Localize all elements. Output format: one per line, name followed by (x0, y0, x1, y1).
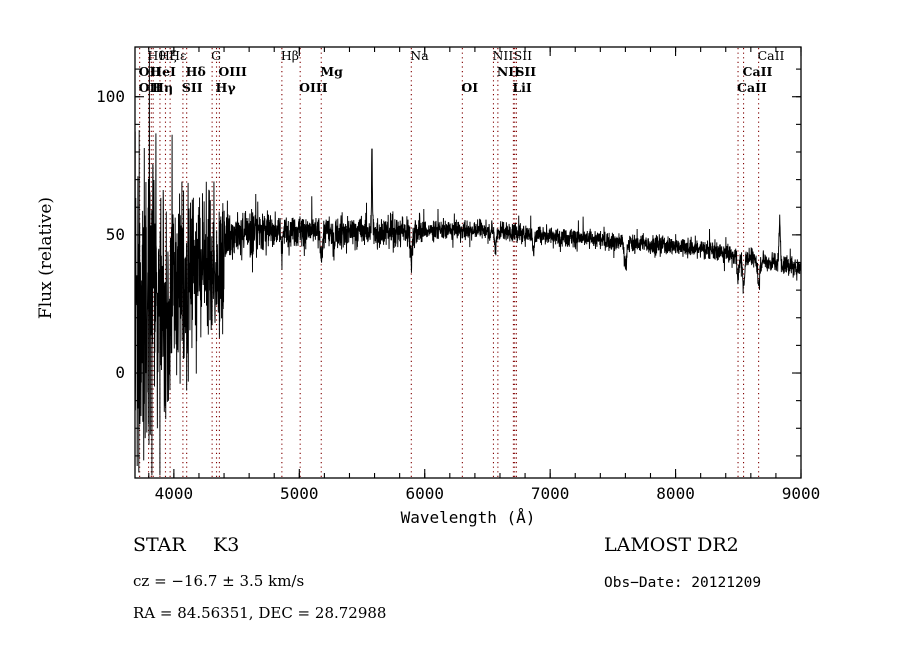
observation-date: Obs−Date: 20121209 (604, 575, 762, 591)
spectrum-trace (134, 52, 802, 476)
y-tick-label: 100 (96, 86, 125, 106)
x-tick-label: 6000 (405, 484, 444, 503)
spectral-line-label: OII (138, 64, 162, 79)
spectral-line-label: NII (496, 64, 520, 79)
spectral-line-label: Hθ (147, 48, 166, 63)
spectral-line-label: Mg (320, 64, 343, 79)
spectral-line-label: Na (410, 48, 429, 63)
spectral-line-label: LiI (512, 80, 532, 95)
plot-frame (134, 46, 802, 479)
spectral-line-label: SII (181, 80, 203, 95)
spectral-line-label: Hη (152, 80, 174, 95)
spectral-line-label: Hγ (215, 80, 236, 95)
spectral-line-label: SII (513, 48, 533, 63)
spectral-line-label: CaII (737, 80, 767, 95)
redshift-velocity: cz = −16.7 ± 3.5 km/s (133, 572, 305, 590)
survey-name: LAMOST DR2 (604, 534, 739, 556)
spectral-line-label: NII (492, 48, 514, 63)
spectral-line-label: G (211, 48, 222, 63)
x-tick-label: 5000 (280, 484, 319, 503)
y-tick-label: 50 (105, 224, 125, 244)
y-axis-label: Flux (relative) (36, 196, 56, 320)
x-tick-label: 9000 (781, 484, 821, 503)
x-tick-label: 8000 (656, 484, 695, 503)
x-axis-label: Wavelength (Å) (400, 508, 536, 527)
coordinates: RA = 84.56351, DEC = 28.72988 (133, 604, 387, 622)
spectral-line-label: OII (138, 80, 162, 95)
spectral-line-label: Hδ (185, 64, 206, 79)
spectral-line-label: OI (461, 80, 479, 95)
x-tick-label: 4000 (154, 484, 194, 503)
spectral-line-label: CaII (742, 64, 773, 79)
spectral-line-markers (139, 48, 760, 477)
object-subclass: K3 (213, 534, 240, 556)
spectral-line-label: Hε (169, 48, 187, 63)
spectral-line-label: HeI (150, 64, 176, 79)
spectral-line-label: SII (515, 64, 537, 79)
spectral-line-label: Hζ (158, 48, 177, 63)
y-tick-label: 0 (115, 363, 125, 382)
spectral-line-label: CaII (757, 48, 785, 63)
spectral-line-label: Hβ (280, 48, 299, 63)
x-tick-label: 7000 (530, 484, 570, 503)
object-class: STAR (133, 534, 186, 556)
spectral-line-label: OIII (299, 80, 328, 95)
spectral-line-label: OIII (218, 64, 247, 79)
